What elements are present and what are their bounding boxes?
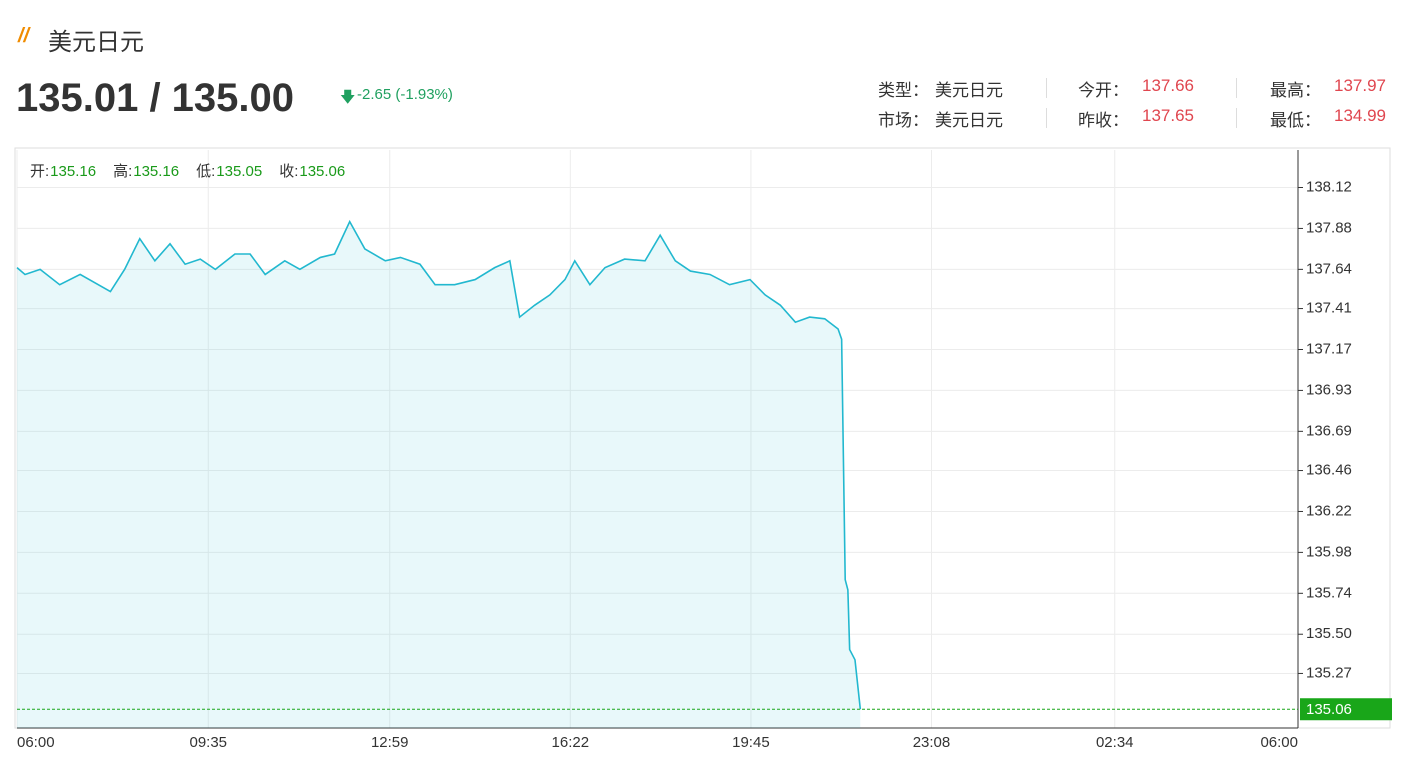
info-label: 今开： [1078,81,1129,100]
title-icon: // [18,25,30,47]
info-value: 137.65 [1142,106,1194,125]
info-value: 137.66 [1142,76,1194,95]
y-tick-label: 136.46 [1306,462,1352,479]
price: 135.01 / 135.00 [16,76,295,120]
last-price-box [1300,698,1392,721]
ohlc-label: 高: [113,163,132,180]
ohlc-value: 135.16 [50,163,96,180]
ohlc-label: 收: [279,163,298,180]
info-value: 134.99 [1334,106,1386,125]
info-label: 最低： [1270,111,1321,130]
x-tick-label: 23:08 [913,734,951,751]
y-tick-label: 137.88 [1306,219,1352,236]
y-tick-label: 135.74 [1306,584,1352,601]
x-tick-label: 09:35 [189,734,227,751]
info-value: 美元日元 [935,111,1003,130]
x-tick-label: 06:00 [1260,734,1298,751]
y-tick-label: 136.93 [1306,381,1352,398]
info-value: 137.97 [1334,76,1386,95]
x-tick-label: 16:22 [552,734,590,751]
separator [1046,108,1047,128]
y-tick-label: 136.22 [1306,502,1352,519]
x-tick-label: 06:00 [17,734,55,751]
x-tick-label: 12:59 [371,734,409,751]
ohlc-label: 开: [30,163,49,180]
x-tick-label: 02:34 [1096,734,1134,751]
y-tick-label: 136.69 [1306,422,1352,439]
separator [1236,108,1237,128]
info-label: 最高： [1270,81,1321,100]
ohlc-value: 135.05 [216,163,262,180]
info-label: 昨收： [1078,111,1129,130]
y-tick-label: 135.50 [1306,625,1352,642]
ohlc-value: 135.16 [133,163,179,180]
y-tick-label: 137.17 [1306,340,1352,357]
x-tick-label: 19:45 [732,734,770,751]
y-tick-label: 137.64 [1306,260,1352,277]
area [17,221,861,728]
info-label: 市场： [878,111,929,130]
y-tick-label: 135.98 [1306,543,1352,560]
y-tick-label: 138.12 [1306,178,1352,195]
y-tick-label: 137.41 [1306,300,1352,317]
separator [1046,78,1047,98]
line [16,219,862,710]
title: 美元日元 [48,29,144,56]
ohlc-value: 135.06 [299,163,345,180]
info-label: 类型： [878,81,929,100]
separator [1236,78,1237,98]
ohlc-label: 低: [196,163,215,180]
info-value: 美元日元 [935,81,1003,100]
change-arrow: 🡇 [340,89,356,106]
last-price-label: 135.06 [1306,701,1352,718]
change: -2.65 (-1.93%) [357,86,453,103]
y-tick-label: 135.27 [1306,664,1352,681]
